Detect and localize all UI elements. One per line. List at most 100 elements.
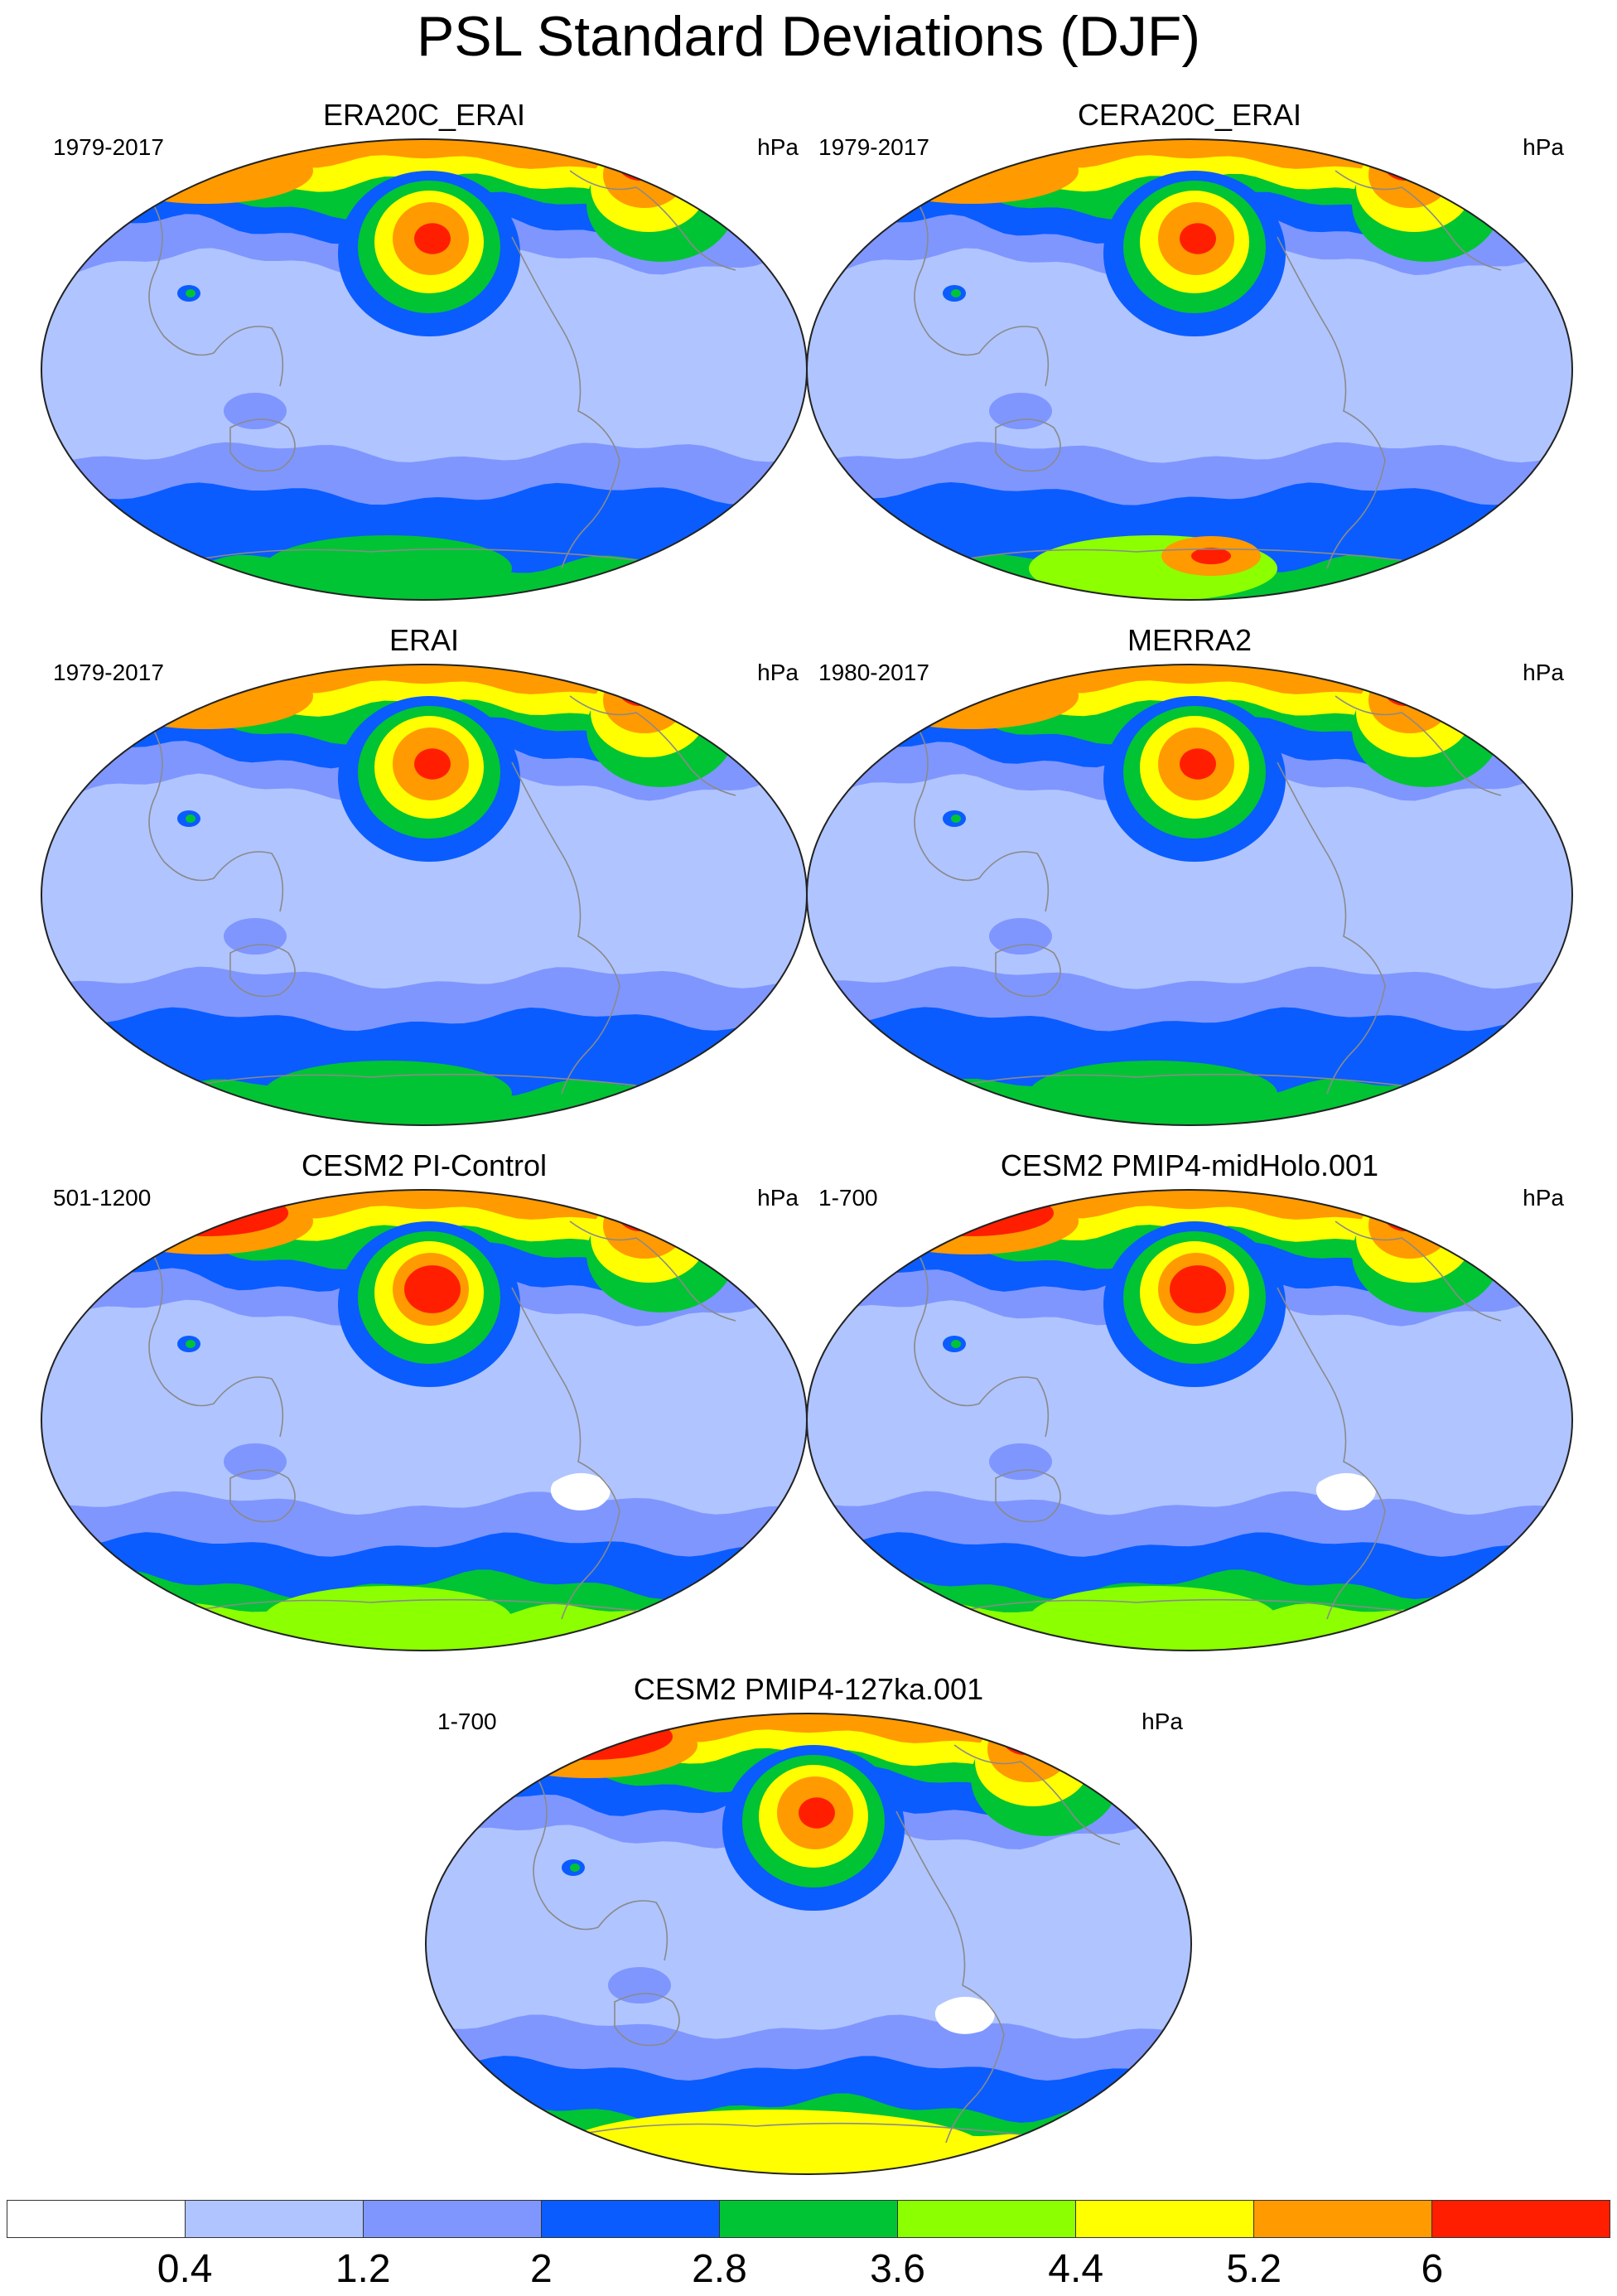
map-plot bbox=[425, 1713, 1192, 2175]
map-panel-cesm2-midholo: CESM2 PMIP4-midHolo.001 1-700 hPa bbox=[805, 1148, 1574, 1662]
coastline bbox=[539, 2122, 1021, 2144]
contour-region bbox=[570, 1863, 580, 1872]
coastline bbox=[155, 1598, 637, 1620]
colorbar-tick-label: 6 bbox=[1421, 2247, 1444, 2291]
panel-title: CESM2 PMIP4-midHolo.001 bbox=[1000, 1148, 1379, 1182]
contour-region bbox=[934, 1996, 995, 2034]
map-plot bbox=[41, 1189, 808, 1651]
contour-region bbox=[617, 669, 664, 706]
map-panel-cesm2-picontrol: CESM2 PI-Control 501-1200 hPa bbox=[40, 1148, 808, 1662]
coastline bbox=[511, 761, 620, 1095]
panel-title: CESM2 PI-Control bbox=[301, 1148, 548, 1182]
panel-years: 501-1200 bbox=[53, 1185, 152, 1211]
map-plot bbox=[41, 664, 808, 1126]
map-panel-era20c-erai: ERA20C_ERAI 1979-2017 hPa bbox=[40, 98, 808, 611]
colorbar-tick-label: 2 bbox=[529, 2247, 553, 2291]
contour-region bbox=[863, 665, 1079, 729]
colorbar-swatch bbox=[898, 2201, 1076, 2237]
panel-units: hPa bbox=[1523, 1185, 1564, 1211]
map-plot bbox=[806, 664, 1573, 1126]
coastline bbox=[912, 1245, 1050, 1438]
colorbar-tick-label: 3.6 bbox=[870, 2247, 925, 2291]
colorbar-swatch bbox=[720, 2201, 898, 2237]
contour-region bbox=[507, 1714, 673, 1760]
coastlines bbox=[912, 170, 1502, 569]
colorbar-tick-label: 4.4 bbox=[1048, 2247, 1104, 2291]
contour-region bbox=[863, 139, 1079, 204]
coastline bbox=[920, 1598, 1402, 1620]
contour-field bbox=[807, 665, 1572, 1125]
contour-region bbox=[106, 665, 172, 686]
contour-region bbox=[951, 1340, 961, 1348]
coastlines bbox=[531, 1744, 1121, 2144]
contour-region bbox=[603, 667, 686, 733]
coastlines bbox=[147, 170, 736, 569]
panel-units: hPa bbox=[757, 134, 799, 160]
contour-region bbox=[1368, 142, 1451, 208]
globe-outline bbox=[425, 1713, 1192, 2175]
panel-title: ERAI bbox=[389, 623, 460, 657]
contour-region bbox=[1029, 1586, 1277, 1651]
contour-field bbox=[41, 1190, 807, 1651]
map-panel-merra2: MERRA2 1980-2017 hPa bbox=[805, 623, 1574, 1137]
coastlines bbox=[147, 1221, 736, 1620]
contour-field bbox=[41, 139, 807, 600]
coastline bbox=[912, 720, 1050, 912]
colorbar-legend: 0.4 1.2 2 2.8 3.6 4.4 5.2 6 bbox=[7, 2200, 1610, 2296]
contour-region bbox=[490, 1714, 557, 1735]
contour-region bbox=[871, 139, 938, 161]
contour-region bbox=[951, 289, 961, 297]
contour-field bbox=[807, 1190, 1572, 1651]
panel-units: hPa bbox=[1523, 134, 1564, 160]
contour-region bbox=[1383, 669, 1429, 706]
contour-field bbox=[41, 665, 807, 1125]
panel-title: CESM2 PMIP4-127ka.001 bbox=[633, 1672, 984, 1706]
contour-region bbox=[263, 1061, 512, 1125]
colorbar-swatch bbox=[7, 2201, 186, 2237]
contour-region bbox=[1191, 548, 1231, 564]
colorbar-swatch bbox=[1076, 2201, 1254, 2237]
coastline bbox=[155, 548, 637, 569]
coastline bbox=[229, 418, 296, 472]
panel-years: 1979-2017 bbox=[53, 660, 164, 685]
contour-region bbox=[1383, 1195, 1429, 1231]
panel-years: 1979-2017 bbox=[53, 134, 164, 160]
contour-region bbox=[1170, 1265, 1226, 1313]
coastline bbox=[995, 1469, 1061, 1523]
globe-outline bbox=[806, 664, 1573, 1126]
coastline bbox=[995, 418, 1061, 472]
contour-region bbox=[106, 139, 172, 161]
panel-units: hPa bbox=[757, 660, 799, 685]
contour-region bbox=[414, 748, 451, 780]
coastline bbox=[569, 1221, 736, 1322]
panel-years: 1-700 bbox=[437, 1709, 497, 1734]
globe-outline bbox=[806, 138, 1573, 601]
contour-region bbox=[404, 1265, 461, 1313]
colorbar-swatch bbox=[542, 2201, 720, 2237]
coastline bbox=[229, 1469, 296, 1523]
contour-region bbox=[186, 814, 195, 823]
contour-region bbox=[263, 535, 512, 600]
contour-region bbox=[224, 918, 287, 955]
coastlines bbox=[912, 695, 1502, 1095]
coastlines bbox=[147, 695, 736, 1095]
contour-region bbox=[617, 144, 664, 181]
contour-region bbox=[224, 1443, 287, 1480]
contour-region bbox=[98, 139, 313, 204]
contour-region bbox=[186, 289, 195, 297]
panel-units: hPa bbox=[1142, 1709, 1183, 1734]
contour-region bbox=[98, 665, 313, 729]
coastline bbox=[953, 1744, 1121, 1845]
contour-field bbox=[807, 139, 1572, 600]
coastline bbox=[1277, 1287, 1386, 1620]
coastline bbox=[1335, 170, 1502, 271]
panel-title: CERA20C_ERAI bbox=[1077, 98, 1302, 132]
map-panel-erai: ERAI 1979-2017 hPa bbox=[40, 623, 808, 1137]
contour-region bbox=[871, 665, 938, 686]
panel-years: 1980-2017 bbox=[818, 660, 929, 685]
contour-region bbox=[186, 1340, 195, 1348]
panel-units: hPa bbox=[757, 1185, 799, 1211]
contour-region bbox=[951, 814, 961, 823]
coastline bbox=[147, 720, 284, 912]
contour-region bbox=[123, 1190, 288, 1236]
